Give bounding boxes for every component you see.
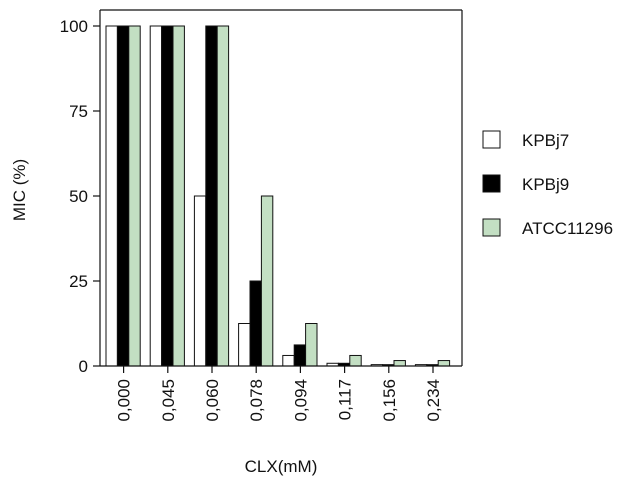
legend-label-atcc11296: ATCC11296 (522, 219, 613, 238)
legend-swatch-kpbj9 (482, 174, 501, 193)
x-tick-label: 0,156 (380, 379, 399, 422)
y-tick-label: 25 (69, 272, 88, 291)
y-tick-label: 100 (60, 17, 88, 36)
bars-layer (105, 25, 451, 367)
bar-kpbj7-3 (238, 323, 251, 367)
bar-kpbj9-0 (116, 25, 130, 367)
x-tick-label: 0,234 (424, 379, 443, 422)
bar-atcc11296-0 (128, 25, 141, 367)
bar-atcc11296-7 (437, 360, 451, 367)
legend-swatch-kpbj7 (482, 130, 501, 149)
y-tick-label: 0 (79, 357, 88, 376)
bar-atcc11296-3 (260, 195, 274, 367)
y-ticks: 0 25 50 75 100 (60, 17, 100, 376)
y-tick-label: 50 (69, 187, 88, 206)
bar-kpbj9-1 (161, 25, 174, 367)
x-ticks: 0,000 0,045 0,060 0,078 0,094 0,117 0,156 0,234 (115, 366, 443, 422)
bar-kpbj7-0 (105, 25, 118, 367)
y-axis-title: MIC (%) (10, 159, 29, 221)
bar-kpbj9-3 (249, 280, 262, 367)
legend-label-kpbj7: KPBj7 (522, 131, 569, 150)
x-tick-label: 0,078 (247, 379, 266, 422)
bar-atcc11296-1 (172, 25, 185, 367)
legend: KPBj7 KPBj9 ATCC11296 (482, 130, 613, 238)
bar-atcc11296-5 (349, 354, 362, 367)
x-tick-label: 0,000 (115, 379, 134, 422)
bar-kpbj9-2 (205, 25, 218, 367)
x-tick-label: 0,060 (203, 379, 222, 422)
bar-atcc11296-4 (305, 323, 318, 367)
x-axis-title: CLX(mM) (245, 457, 318, 476)
x-tick-label: 0,117 (336, 379, 355, 420)
x-tick-label: 0,094 (291, 379, 310, 422)
bar-kpbj9-4 (293, 344, 307, 367)
bar-kpbj7-4 (282, 354, 295, 367)
bar-kpbj7-1 (149, 25, 163, 367)
x-tick-label: 0,045 (159, 379, 178, 422)
bar-kpbj7-2 (193, 195, 207, 367)
bar-atcc11296-6 (393, 360, 406, 367)
legend-swatch-atcc11296 (482, 218, 501, 237)
legend-label-kpbj9: KPBj9 (522, 175, 569, 194)
y-tick-label: 75 (69, 102, 88, 121)
bar-atcc11296-2 (216, 25, 230, 367)
